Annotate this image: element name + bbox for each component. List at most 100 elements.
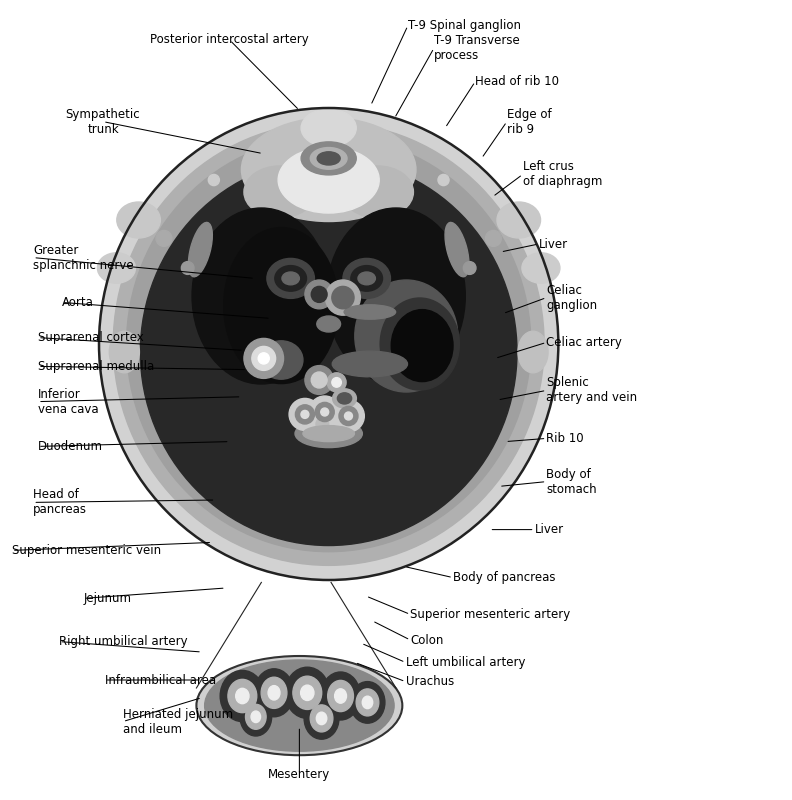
Ellipse shape: [301, 685, 314, 701]
Text: Liver: Liver: [539, 238, 568, 250]
Ellipse shape: [242, 118, 416, 222]
Circle shape: [258, 353, 269, 364]
Text: Liver: Liver: [535, 523, 564, 536]
Circle shape: [321, 408, 329, 416]
Circle shape: [326, 280, 360, 315]
Text: Posterior intercostal artery: Posterior intercostal artery: [150, 34, 309, 46]
Ellipse shape: [244, 166, 315, 218]
Ellipse shape: [117, 202, 160, 238]
Ellipse shape: [240, 698, 272, 736]
Ellipse shape: [356, 689, 379, 716]
Circle shape: [244, 338, 284, 378]
Ellipse shape: [327, 208, 466, 384]
Text: Edge of
rib 9: Edge of rib 9: [507, 108, 551, 135]
Ellipse shape: [301, 142, 356, 175]
Ellipse shape: [518, 331, 548, 373]
Circle shape: [438, 174, 449, 186]
Ellipse shape: [304, 698, 339, 739]
Ellipse shape: [316, 712, 327, 725]
Ellipse shape: [278, 147, 379, 213]
Text: Colon: Colon: [410, 634, 444, 646]
Circle shape: [324, 429, 333, 438]
Ellipse shape: [332, 351, 408, 377]
Text: Aorta: Aorta: [62, 296, 93, 309]
Ellipse shape: [285, 667, 329, 718]
Ellipse shape: [337, 393, 352, 404]
Circle shape: [295, 405, 314, 424]
Text: Body of
stomach: Body of stomach: [546, 467, 597, 495]
Text: T-9 Transverse
process: T-9 Transverse process: [434, 34, 520, 62]
Ellipse shape: [228, 679, 257, 713]
Ellipse shape: [268, 686, 280, 700]
Text: Celiac artery: Celiac artery: [546, 336, 623, 349]
Circle shape: [315, 402, 334, 422]
Circle shape: [301, 410, 309, 418]
Text: Head of rib 10: Head of rib 10: [475, 75, 559, 88]
Ellipse shape: [342, 166, 413, 218]
Circle shape: [252, 346, 276, 370]
Ellipse shape: [261, 677, 287, 709]
Text: Body of pancreas: Body of pancreas: [453, 571, 555, 584]
Ellipse shape: [97, 253, 135, 283]
Ellipse shape: [358, 272, 375, 285]
Ellipse shape: [321, 672, 360, 720]
Ellipse shape: [204, 660, 394, 751]
Text: Left crus
of diaphragm: Left crus of diaphragm: [523, 160, 602, 188]
Ellipse shape: [522, 253, 560, 283]
Circle shape: [208, 174, 219, 186]
Ellipse shape: [275, 266, 307, 291]
Ellipse shape: [223, 227, 339, 384]
Text: T-9 Spinal ganglion: T-9 Spinal ganglion: [408, 19, 521, 32]
Ellipse shape: [188, 222, 212, 277]
Ellipse shape: [109, 331, 139, 373]
Ellipse shape: [246, 704, 266, 730]
Ellipse shape: [113, 122, 544, 566]
Ellipse shape: [254, 669, 294, 717]
Ellipse shape: [267, 258, 314, 298]
Text: Splenic
artery and vein: Splenic artery and vein: [546, 376, 638, 404]
Ellipse shape: [380, 298, 459, 390]
Ellipse shape: [333, 389, 356, 408]
Circle shape: [332, 378, 341, 387]
Ellipse shape: [236, 688, 249, 704]
Circle shape: [181, 262, 194, 274]
Ellipse shape: [310, 147, 347, 170]
Ellipse shape: [301, 109, 356, 147]
Circle shape: [333, 400, 364, 432]
Ellipse shape: [295, 419, 363, 448]
Circle shape: [289, 398, 321, 430]
Text: Head of
pancreas: Head of pancreas: [33, 488, 87, 517]
Ellipse shape: [497, 202, 540, 238]
Ellipse shape: [127, 136, 531, 552]
Ellipse shape: [445, 222, 469, 277]
Ellipse shape: [328, 680, 353, 712]
Text: Inferior
vena cava: Inferior vena cava: [38, 388, 99, 416]
Circle shape: [327, 416, 343, 432]
Ellipse shape: [303, 426, 355, 442]
Ellipse shape: [351, 266, 383, 291]
Ellipse shape: [317, 316, 341, 332]
Text: Suprarenal cortex: Suprarenal cortex: [38, 331, 144, 344]
Text: Rib 10: Rib 10: [546, 432, 584, 445]
Text: Mesentery: Mesentery: [268, 768, 330, 781]
Circle shape: [316, 418, 329, 430]
Text: Greater
splanchnic nerve: Greater splanchnic nerve: [33, 243, 134, 271]
Ellipse shape: [350, 682, 385, 723]
Ellipse shape: [196, 656, 402, 755]
Ellipse shape: [260, 341, 303, 379]
Text: Suprarenal medulla: Suprarenal medulla: [38, 360, 154, 373]
Ellipse shape: [343, 258, 390, 298]
Circle shape: [305, 366, 333, 394]
Ellipse shape: [335, 689, 347, 703]
Text: Celiac
ganglion: Celiac ganglion: [546, 284, 598, 312]
Text: Jejunum: Jejunum: [83, 592, 131, 605]
Ellipse shape: [362, 696, 373, 709]
Ellipse shape: [251, 711, 261, 722]
Circle shape: [311, 286, 327, 302]
Circle shape: [156, 230, 172, 246]
Text: Herniated jejunum
and ileum: Herniated jejunum and ileum: [123, 707, 233, 736]
Circle shape: [327, 373, 346, 392]
Circle shape: [485, 230, 501, 246]
Text: Superior mesenteric artery: Superior mesenteric artery: [410, 608, 570, 621]
Circle shape: [463, 262, 476, 274]
